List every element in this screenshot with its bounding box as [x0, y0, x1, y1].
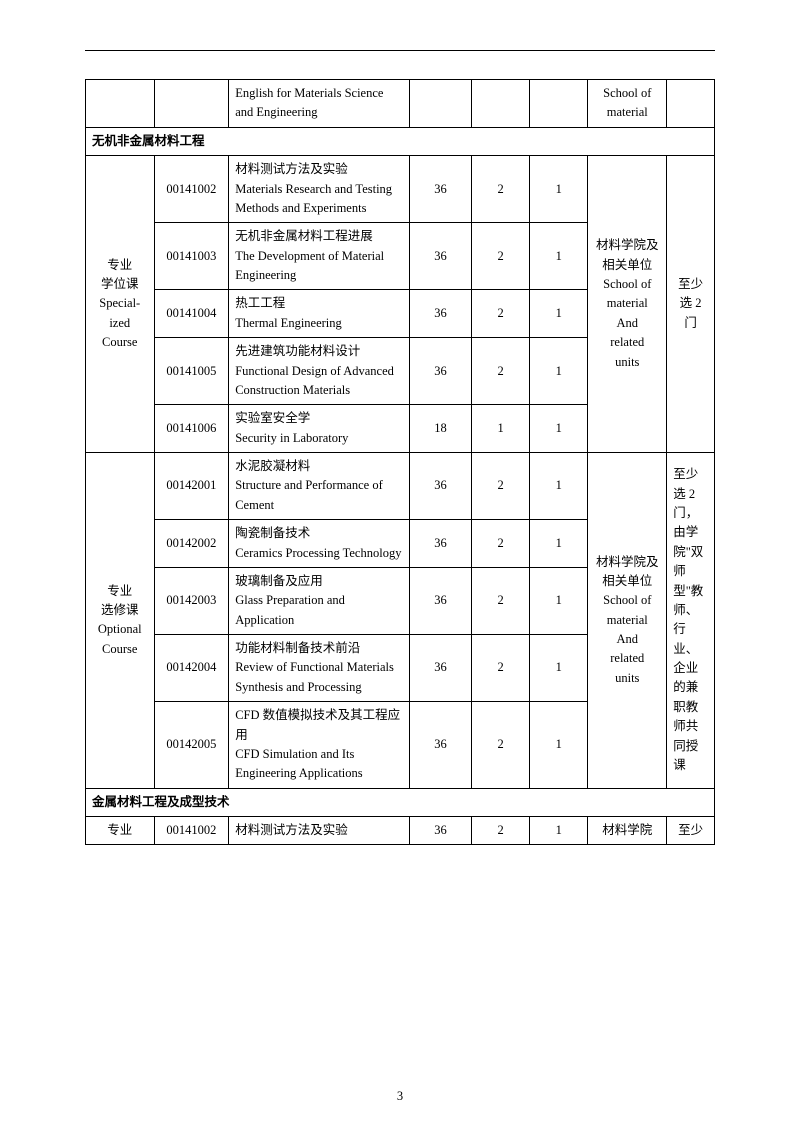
- credits-cell: 2: [472, 223, 530, 290]
- term-cell: 1: [530, 338, 588, 405]
- term-cell: 1: [530, 635, 588, 702]
- table-row: 专业 学位课 Special- ized Course 00141002 材料测…: [86, 156, 715, 223]
- course-name-cell: 陶瓷制备技术 Ceramics Processing Technology: [229, 520, 410, 568]
- hours-cell: 36: [409, 223, 471, 290]
- course-code: 00141005: [154, 338, 229, 405]
- unit-cell: 材料学院及相关单位 School of material And related…: [588, 453, 667, 789]
- section-header-row: 金属材料工程及成型技术: [86, 788, 715, 816]
- course-name-cell: 水泥胶凝材料 Structure and Performance of Ceme…: [229, 453, 410, 520]
- term-cell: 1: [530, 817, 588, 845]
- credits-cell: 2: [472, 817, 530, 845]
- credits-cell: 2: [472, 520, 530, 568]
- course-name-cell: 无机非金属材料工程进展 The Development of Material …: [229, 223, 410, 290]
- table-row: 专业 00141002 材料测试方法及实验 36 2 1 材料学院 至少: [86, 817, 715, 845]
- course-code: 00141002: [154, 817, 229, 845]
- hours-cell: 18: [409, 405, 471, 453]
- empty-cell: [409, 80, 471, 128]
- course-code: 00141006: [154, 405, 229, 453]
- table-row: 专业 选修课 Optional Course 00142001 水泥胶凝材料 S…: [86, 453, 715, 520]
- term-cell: 1: [530, 520, 588, 568]
- hours-cell: 36: [409, 453, 471, 520]
- unit-cell: 材料学院及相关单位 School of material And related…: [588, 156, 667, 453]
- credits-cell: 2: [472, 290, 530, 338]
- hours-cell: 36: [409, 338, 471, 405]
- category-cell: 专业 选修课 Optional Course: [86, 453, 155, 789]
- empty-cell: [472, 80, 530, 128]
- note-cell: 至少: [667, 817, 715, 845]
- term-cell: 1: [530, 567, 588, 634]
- page-container: English for Materials Science and Engine…: [0, 0, 800, 1132]
- credits-cell: 2: [472, 702, 530, 789]
- course-name-cell: English for Materials Science and Engine…: [229, 80, 410, 128]
- unit-cell: School of material: [588, 80, 667, 128]
- course-name-cell: 实验室安全学 Security in Laboratory: [229, 405, 410, 453]
- course-name-cell: 材料测试方法及实验 Materials Research and Testing…: [229, 156, 410, 223]
- hours-cell: 36: [409, 567, 471, 634]
- course-name-cell: 热工工程 Thermal Engineering: [229, 290, 410, 338]
- note-cell: 至少选 2 门，由学院"双师型"教师、行业、企业的兼职教师共同授课: [667, 453, 715, 789]
- course-code: 00142005: [154, 702, 229, 789]
- course-name-cell: 玻璃制备及应用 Glass Preparation and Applicatio…: [229, 567, 410, 634]
- course-name-cell: 先进建筑功能材料设计 Functional Design of Advanced…: [229, 338, 410, 405]
- credits-cell: 2: [472, 156, 530, 223]
- curriculum-table: English for Materials Science and Engine…: [85, 79, 715, 845]
- empty-cell: [86, 80, 155, 128]
- credits-cell: 2: [472, 635, 530, 702]
- table-row: English for Materials Science and Engine…: [86, 80, 715, 128]
- credits-cell: 2: [472, 338, 530, 405]
- course-code: 00141003: [154, 223, 229, 290]
- note-cell: 至少选 2 门: [667, 156, 715, 453]
- course-code: 00142002: [154, 520, 229, 568]
- credits-cell: 2: [472, 453, 530, 520]
- course-code: 00142001: [154, 453, 229, 520]
- term-cell: 1: [530, 453, 588, 520]
- header-rule: [85, 50, 715, 51]
- hours-cell: 36: [409, 817, 471, 845]
- empty-cell: [530, 80, 588, 128]
- credits-cell: 1: [472, 405, 530, 453]
- hours-cell: 36: [409, 156, 471, 223]
- hours-cell: 36: [409, 520, 471, 568]
- term-cell: 1: [530, 156, 588, 223]
- hours-cell: 36: [409, 702, 471, 789]
- section-header-row: 无机非金属材料工程: [86, 127, 715, 155]
- course-code: 00142004: [154, 635, 229, 702]
- course-code: 00141004: [154, 290, 229, 338]
- section-header: 无机非金属材料工程: [86, 127, 715, 155]
- credits-cell: 2: [472, 567, 530, 634]
- section-header: 金属材料工程及成型技术: [86, 788, 715, 816]
- empty-cell: [667, 80, 715, 128]
- page-number: 3: [0, 1089, 800, 1104]
- empty-cell: [154, 80, 229, 128]
- course-name-cell: 功能材料制备技术前沿 Review of Functional Material…: [229, 635, 410, 702]
- category-cell: 专业: [86, 817, 155, 845]
- course-code: 00142003: [154, 567, 229, 634]
- course-name-cell: CFD 数值模拟技术及其工程应用 CFD Simulation and Its …: [229, 702, 410, 789]
- term-cell: 1: [530, 702, 588, 789]
- course-name-cell: 材料测试方法及实验: [229, 817, 410, 845]
- category-cell: 专业 学位课 Special- ized Course: [86, 156, 155, 453]
- term-cell: 1: [530, 290, 588, 338]
- hours-cell: 36: [409, 635, 471, 702]
- unit-cell: 材料学院: [588, 817, 667, 845]
- course-code: 00141002: [154, 156, 229, 223]
- term-cell: 1: [530, 405, 588, 453]
- term-cell: 1: [530, 223, 588, 290]
- hours-cell: 36: [409, 290, 471, 338]
